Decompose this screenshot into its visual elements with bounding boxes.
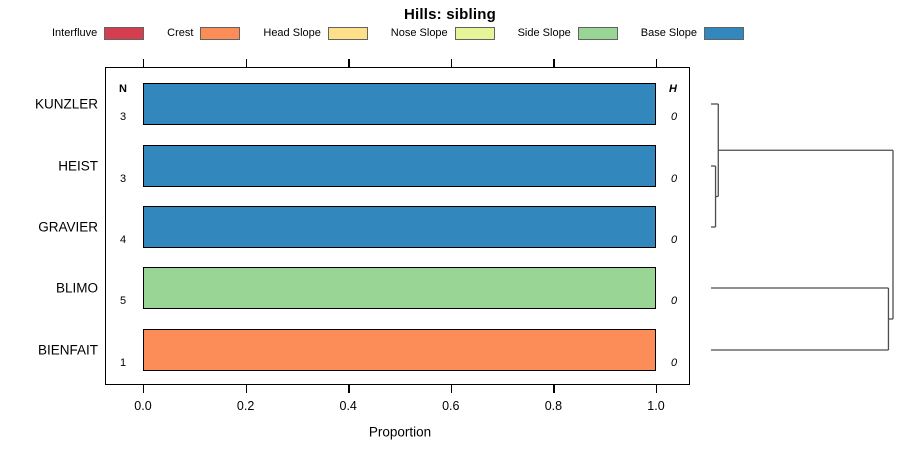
x-tick [450, 59, 453, 67]
x-axis-label: Proportion [368, 424, 432, 440]
bar [143, 329, 656, 371]
legend-item-label: Nose Slope [390, 27, 448, 39]
x-tick-label: 1.0 [647, 399, 665, 413]
x-tick [553, 385, 555, 393]
n-value: 1 [119, 357, 127, 369]
bar [143, 83, 656, 125]
category-label: KUNZLER [34, 96, 98, 112]
bar-segment [143, 83, 656, 125]
x-tick [143, 59, 145, 67]
legend-item: Base Slope [640, 26, 744, 40]
legend-item: Interfluve [52, 26, 145, 40]
x-tick [450, 385, 453, 393]
legend-swatch [104, 26, 145, 40]
h-value: 0 [670, 173, 678, 185]
h-column-header: H [669, 83, 677, 95]
h-value: 0 [670, 111, 678, 123]
bar [143, 206, 656, 248]
x-tick [245, 59, 247, 67]
n-value: 3 [119, 173, 127, 185]
legend-item-label: Crest [167, 27, 194, 39]
x-tick-label: 0.4 [339, 399, 357, 413]
n-value: 4 [119, 234, 127, 246]
legend: Interfluve Crest Head Slope Nose Slope S… [52, 25, 744, 41]
x-tick [245, 385, 247, 393]
x-tick [348, 59, 350, 67]
x-tick [656, 385, 658, 393]
x-tick [553, 59, 555, 67]
x-tick-label: 0.6 [442, 399, 460, 413]
category-label: GRAVIER [38, 219, 98, 235]
n-value: 5 [119, 295, 127, 307]
legend-item: Head Slope [263, 26, 368, 40]
legend-swatch [454, 26, 495, 40]
n-column-header: N [119, 83, 127, 95]
x-tick-label: 0.2 [236, 399, 255, 413]
bar-segment [143, 329, 656, 371]
x-tick-label: 0.0 [134, 399, 152, 413]
legend-swatch [200, 26, 241, 40]
x-tick [143, 385, 145, 393]
legend-swatch [577, 26, 618, 40]
category-label: HEIST [58, 158, 98, 174]
legend-item: Side Slope [517, 26, 618, 40]
bar-segment [143, 145, 656, 187]
bar-segment [143, 267, 656, 309]
x-tick [348, 385, 350, 393]
bar [143, 145, 656, 187]
x-tick-label: 0.8 [544, 399, 563, 413]
legend-item: Nose Slope [390, 26, 495, 40]
legend-item-label: Base Slope [640, 27, 697, 39]
h-value: 0 [670, 234, 678, 246]
category-label: BLIMO [55, 280, 98, 296]
bar-segment [143, 206, 656, 248]
n-value: 3 [119, 111, 127, 123]
legend-swatch [327, 26, 368, 40]
bar [143, 267, 656, 309]
legend-item-label: Interfluve [52, 27, 98, 39]
category-label: BIENFAIT [37, 342, 98, 358]
legend-item-label: Side Slope [517, 27, 571, 39]
legend-item-label: Head Slope [263, 27, 321, 39]
chart-title: Hills: sibling [404, 6, 496, 23]
legend-swatch [704, 26, 744, 40]
x-tick [656, 59, 658, 67]
h-value: 0 [670, 295, 678, 307]
legend-item: Crest [167, 26, 241, 40]
h-value: 0 [670, 357, 678, 369]
